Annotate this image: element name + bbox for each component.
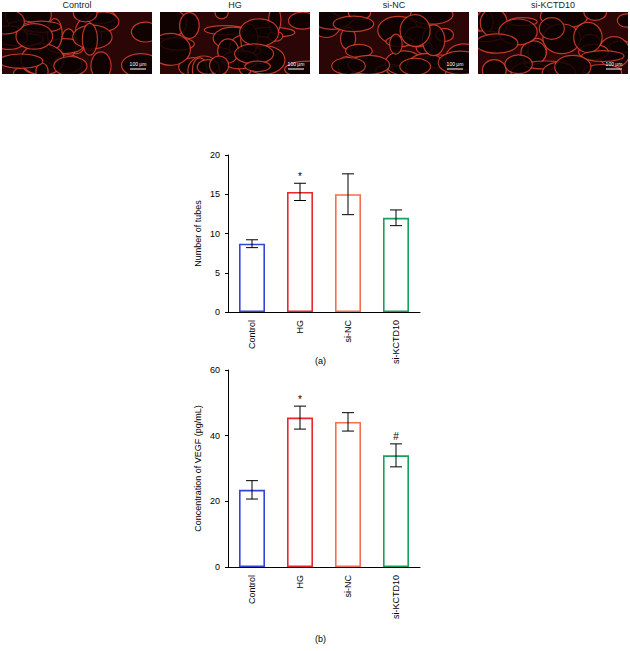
svg-text:60: 60 [210,365,220,375]
svg-text:Control: Control [247,320,257,349]
svg-text:5: 5 [215,268,220,278]
svg-text:20: 20 [210,150,220,160]
svg-text:100 μm: 100 μm [130,61,147,67]
svg-text:*: * [298,394,302,405]
svg-text:100 μm: 100 μm [606,61,623,67]
html-text:si-NC: si-NC [382,0,406,10]
svg-text:0: 0 [215,562,220,572]
svg-text:si-NC: si-NC [343,320,353,343]
svg-text:(a): (a) [315,356,326,366]
svg-text:HG: HG [295,575,305,589]
svg-text:Control: Control [247,575,257,604]
svg-text:HG: HG [295,320,305,334]
svg-text:10: 10 [210,229,220,239]
svg-text:si-KCTD10: si-KCTD10 [391,575,401,619]
svg-text:0: 0 [215,307,220,317]
html-text:si-KCTD10: si-KCTD10 [531,0,575,10]
html-text:Control: Control [62,0,92,10]
svg-text:40: 40 [210,431,220,441]
svg-text:si-NC: si-NC [343,575,353,598]
svg-text:si-KCTD10: si-KCTD10 [391,320,401,364]
svg-text:Number of tubes: Number of tubes [193,200,203,267]
html-text:HG: HG [228,0,242,10]
svg-text:*: * [298,171,302,182]
svg-text:Concentration of VEGF (pg/mL): Concentration of VEGF (pg/mL) [193,405,203,532]
svg-text:#: # [393,431,399,442]
svg-text:100 μm: 100 μm [288,61,305,67]
svg-text:15: 15 [210,189,220,199]
svg-text:100 μm: 100 μm [447,61,464,67]
svg-text:(b): (b) [315,634,326,644]
svg-text:20: 20 [210,496,220,506]
